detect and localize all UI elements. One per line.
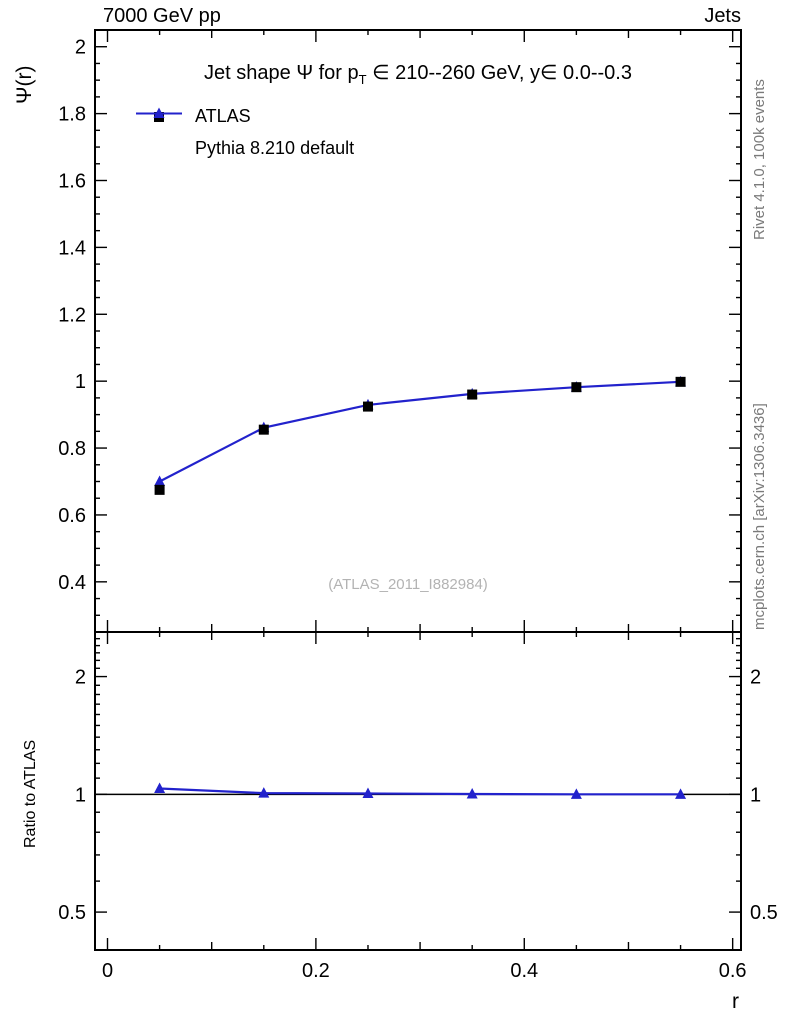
y-axis-label-main: Ψ(r) <box>13 65 36 104</box>
tick-label: 0.6 <box>719 960 747 982</box>
plot-title: Jet shape Ψ for pT ∈ 210--260 GeV, y∈ 0.… <box>204 60 632 87</box>
atlas-series-point <box>154 484 165 495</box>
ratio-pythia-series-line <box>159 787 681 796</box>
legend-label-atlas: ATLAS <box>195 106 251 126</box>
plot-frames <box>94 29 742 951</box>
pythia-series <box>154 375 687 486</box>
tick-label: 2 <box>75 37 86 59</box>
tick-label: 1 <box>75 371 86 393</box>
tick-label: 0 <box>102 960 113 982</box>
plot-title-sub: T <box>358 72 367 87</box>
ratio-pythia-series-point <box>570 788 582 799</box>
atlas-series-point <box>362 401 373 412</box>
atlas-series-point <box>571 382 582 393</box>
tick-label: 0.5 <box>750 902 778 924</box>
ratio-pythia-series-point <box>466 787 478 799</box>
legend-item-pythia: Pythia 8.210 default <box>136 107 355 159</box>
x-axis-label: r <box>732 990 739 1013</box>
tick-label: 0.8 <box>58 438 86 460</box>
tick-label: 0.6 <box>58 505 86 527</box>
plot-title-post: ∈ 210--260 GeV, y∈ 0.0--0.3 <box>366 62 632 84</box>
mcplots-arxiv-note: mcplots.cern.ch [arXiv:1306.3436] <box>751 403 768 630</box>
tick-label: 1.4 <box>58 237 86 259</box>
ratio-pythia-series <box>154 782 687 799</box>
tick-label: 1 <box>75 784 86 806</box>
tick-label: 2 <box>750 667 761 689</box>
axis-ticks <box>95 30 741 951</box>
tick-label: 1 <box>750 784 761 806</box>
tick-label: 0.4 <box>510 960 538 982</box>
ratio-pythia-series-point <box>675 788 687 799</box>
rivet-version-note: Rivet 4.1.0, 100k events <box>751 79 768 240</box>
tick-label: 0.2 <box>302 960 330 982</box>
y-axis-label-ratio: Ratio to ATLAS <box>22 739 39 848</box>
analysis-id-watermark: (ATLAS_2011_I882984) <box>328 576 488 593</box>
atlas-series-point <box>675 376 686 387</box>
tick-label: 1.8 <box>58 104 86 126</box>
analysis-group-label: Jets <box>704 5 741 27</box>
beam-label: 7000 GeV pp <box>103 5 221 27</box>
tick-label: 0.4 <box>58 572 86 594</box>
plot-title-pre: Jet shape Ψ for p <box>204 62 359 84</box>
pythia-series-point <box>154 475 166 486</box>
ratio-pythia-series-point <box>362 787 374 798</box>
legend-label-pythia: Pythia 8.210 default <box>195 138 355 158</box>
pythia-series-line <box>159 380 681 483</box>
tick-label: 1.6 <box>58 171 86 193</box>
tick-label: 0.5 <box>58 902 86 924</box>
atlas-series <box>154 376 686 495</box>
tick-label: 1.2 <box>58 304 86 326</box>
atlas-series-point <box>258 424 269 435</box>
ratio-pythia-series-point <box>258 787 270 798</box>
tick-labels: 0.4 0.6 0.8 1 1.2 1.4 1.6 1.8 2 0.5 0.5 1 1 2 2 0 0.2 0.4… <box>58 37 778 982</box>
tick-label: 2 <box>75 667 86 689</box>
ratio-pythia-series-point <box>154 782 166 793</box>
atlas-series-point <box>467 389 478 400</box>
legend: ATLAS Pythia 8.210 default <box>136 106 354 159</box>
